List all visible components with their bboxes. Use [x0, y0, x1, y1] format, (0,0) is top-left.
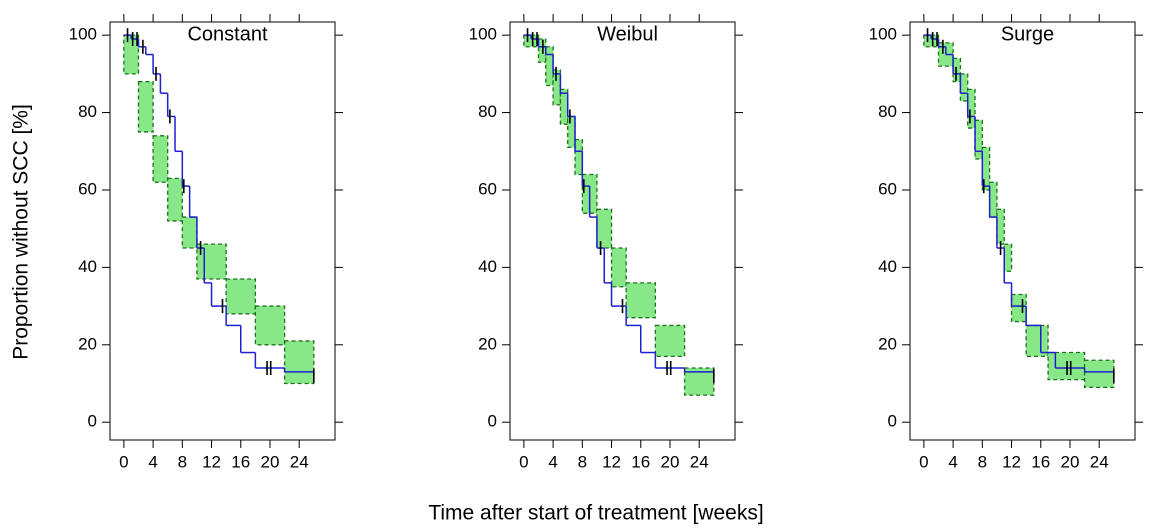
prediction-band — [625, 282, 657, 319]
x-tick-label: 24 — [690, 452, 709, 471]
prediction-band — [959, 73, 969, 102]
x-tick-label: 20 — [661, 452, 680, 471]
y-tick-label: 40 — [878, 257, 897, 276]
x-tick-label: 16 — [231, 452, 250, 471]
x-tick-label: 4 — [548, 452, 557, 471]
prediction-band — [1083, 359, 1115, 389]
y-tick-label: 60 — [878, 179, 897, 198]
y-axis-label: Proportion without SCC [%] — [10, 104, 33, 360]
x-tick-label: 8 — [178, 452, 187, 471]
x-tick-label: 0 — [919, 452, 928, 471]
panel-title: Surge — [1001, 23, 1054, 45]
prediction-band — [181, 216, 198, 249]
x-tick-label: 4 — [148, 452, 157, 471]
x-tick-label: 24 — [1090, 452, 1109, 471]
y-tick-label: 80 — [878, 102, 897, 121]
y-tick-label: 20 — [878, 334, 897, 353]
x-tick-label: 12 — [1002, 452, 1021, 471]
y-tick-label: 20 — [78, 334, 97, 353]
x-tick-label: 0 — [119, 452, 128, 471]
prediction-band — [254, 305, 286, 346]
y-tick-label: 40 — [78, 257, 97, 276]
prediction-band — [610, 247, 627, 288]
prediction-band — [283, 340, 315, 385]
y-tick-label: 100 — [69, 25, 97, 44]
x-tick-label: 12 — [202, 452, 221, 471]
x-tick-label: 8 — [578, 452, 587, 471]
x-tick-label: 12 — [602, 452, 621, 471]
prediction-band — [1025, 324, 1049, 358]
panel-title: Constant — [187, 23, 267, 45]
prediction-band — [996, 208, 1005, 245]
x-tick-label: 4 — [948, 452, 957, 471]
prediction-band — [137, 80, 154, 133]
x-tick-label: 20 — [261, 452, 280, 471]
x-tick-label: 16 — [1031, 452, 1050, 471]
y-tick-label: 80 — [78, 102, 97, 121]
x-tick-label: 24 — [290, 452, 309, 471]
prediction-band — [196, 243, 227, 280]
prediction-band — [1003, 243, 1013, 272]
x-tick-label: 0 — [519, 452, 528, 471]
x-tick-label: 8 — [978, 452, 987, 471]
y-tick-label: 80 — [478, 102, 497, 121]
prediction-band — [167, 177, 183, 222]
y-tick-label: 0 — [488, 412, 497, 431]
y-tick-label: 60 — [78, 179, 97, 198]
y-tick-label: 20 — [478, 334, 497, 353]
x-tick-label: 16 — [631, 452, 650, 471]
prediction-band — [1010, 293, 1027, 323]
prediction-band — [596, 208, 613, 249]
prediction-band — [567, 115, 576, 149]
prediction-band — [545, 46, 554, 87]
prediction-band — [152, 135, 169, 183]
y-tick-label: 100 — [869, 25, 897, 44]
prediction-band — [988, 181, 998, 218]
panel-title: Weibul — [597, 23, 658, 45]
prediction-band — [559, 88, 569, 125]
y-tick-label: 0 — [88, 412, 97, 431]
x-axis-label: Time after start of treatment [weeks] — [428, 502, 763, 525]
prediction-band — [574, 139, 583, 176]
y-tick-label: 40 — [478, 257, 497, 276]
plot-frame — [509, 21, 736, 441]
x-tick-label: 20 — [1061, 452, 1080, 471]
y-tick-label: 60 — [478, 179, 497, 198]
plot-frame — [109, 21, 336, 441]
plot-frame — [909, 21, 1136, 441]
y-tick-label: 0 — [888, 412, 897, 431]
prediction-band — [967, 88, 976, 129]
y-tick-label: 100 — [469, 25, 497, 44]
prediction-band — [654, 324, 686, 358]
prediction-band — [225, 278, 257, 315]
prediction-band — [974, 119, 983, 160]
